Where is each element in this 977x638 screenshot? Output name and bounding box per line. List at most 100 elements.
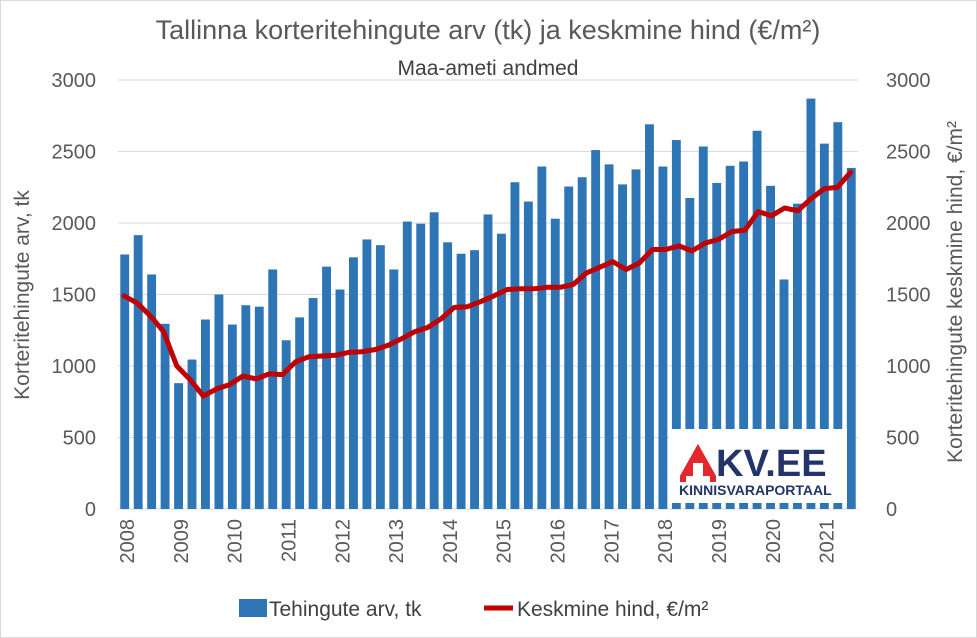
house-icon xyxy=(680,444,716,482)
bar xyxy=(658,166,668,509)
bar xyxy=(591,150,601,509)
bar xyxy=(375,245,385,510)
bar xyxy=(295,317,305,509)
y-axis-right: 0 500 1000 1500 2000 2500 3000 xyxy=(886,70,931,521)
y-tick-left: 3000 xyxy=(52,70,97,92)
legend-bar-swatch xyxy=(239,599,267,617)
bar xyxy=(725,165,735,510)
x-tick-label: 2017 xyxy=(601,519,623,564)
bar xyxy=(214,294,224,509)
bar xyxy=(819,143,829,509)
logo-tagline: KINNISVARAPORTAAL xyxy=(679,482,832,498)
bar xyxy=(187,359,197,509)
bar xyxy=(537,166,547,509)
x-axis: 2008 2009 2010 2011 2012 2013 2014 2015 2016 2017… xyxy=(117,519,839,564)
bar xyxy=(429,212,439,509)
bar xyxy=(443,242,453,509)
y-tick-left: 500 xyxy=(63,428,96,450)
y-tick-left: 0 xyxy=(85,499,96,521)
bar xyxy=(564,186,574,509)
bar xyxy=(846,167,856,509)
bar xyxy=(416,223,426,509)
x-tick-label: 2018 xyxy=(655,519,677,564)
bar xyxy=(174,383,183,509)
bar xyxy=(510,182,520,509)
bar xyxy=(685,197,695,509)
bar xyxy=(712,182,722,509)
x-tick-label: 2015 xyxy=(494,519,516,564)
x-tick-label: 2008 xyxy=(117,519,139,564)
line-series xyxy=(121,169,854,399)
y-axis-left: 0 500 1000 1500 2000 2500 3000 xyxy=(52,70,97,521)
x-tick-label: 2013 xyxy=(386,519,408,564)
y-tick-left: 1500 xyxy=(52,285,97,307)
bar xyxy=(470,250,479,510)
x-tick-label: 2010 xyxy=(225,519,247,564)
bar xyxy=(335,289,345,509)
y-tick-left: 1000 xyxy=(52,356,97,378)
legend: Tehingute arv, tk Keskmine hind, €/m² xyxy=(239,598,708,621)
bar xyxy=(281,340,291,509)
bar xyxy=(806,98,816,509)
bar xyxy=(308,298,318,509)
x-tick-label: 2021 xyxy=(817,519,839,564)
bar xyxy=(389,269,399,509)
y-tick-right: 0 xyxy=(886,499,897,521)
bar xyxy=(523,201,533,510)
bar xyxy=(402,221,412,509)
legend-line-label: Keskmine hind, €/m² xyxy=(517,598,708,621)
bar xyxy=(618,184,627,509)
bar xyxy=(147,274,157,509)
bar xyxy=(268,269,278,509)
x-tick-label: 2011 xyxy=(278,519,300,562)
y-tick-right: 2000 xyxy=(886,213,931,235)
bar xyxy=(604,164,614,509)
x-tick-label: 2012 xyxy=(332,519,354,564)
chart-title: Tallinna korteritehingute arv (tk) ja ke… xyxy=(156,15,821,45)
y-tick-right: 2500 xyxy=(886,142,931,164)
bar xyxy=(322,266,331,509)
x-tick-label: 2016 xyxy=(548,519,570,564)
logo-brand: KV.EE xyxy=(716,443,827,485)
bar xyxy=(133,235,143,509)
bar xyxy=(766,185,775,509)
bar xyxy=(779,279,789,509)
bar xyxy=(645,124,654,509)
y-tick-right: 500 xyxy=(886,428,919,450)
legend-bar-label: Tehingute arv, tk xyxy=(269,598,422,621)
bar-series xyxy=(120,98,856,510)
bar xyxy=(201,319,210,509)
bar xyxy=(698,146,708,509)
y-axis-right-label: Korteritehingute keskmine hind, €/m² xyxy=(944,121,967,463)
bar xyxy=(241,305,251,509)
y-tick-right: 1500 xyxy=(886,285,931,307)
y-axis-left-label: Korteritehingute arv, tk xyxy=(11,190,34,400)
y-tick-right: 3000 xyxy=(886,70,931,92)
bar xyxy=(362,239,372,509)
bar xyxy=(752,130,762,509)
y-tick-left: 2000 xyxy=(52,213,97,235)
bar xyxy=(483,214,493,510)
x-tick-label: 2014 xyxy=(440,519,462,564)
price-line xyxy=(121,169,854,399)
x-tick-label: 2020 xyxy=(763,519,785,564)
y-tick-right: 1000 xyxy=(886,356,931,378)
x-tick-label: 2009 xyxy=(171,519,193,564)
chart-subtitle: Maa-ameti andmed xyxy=(398,57,579,80)
x-tick-label: 2019 xyxy=(709,519,731,564)
bar xyxy=(631,169,641,509)
bar xyxy=(671,140,681,509)
bar xyxy=(833,122,843,509)
bar xyxy=(577,177,587,510)
bar xyxy=(160,323,170,509)
bar xyxy=(550,218,560,509)
bar xyxy=(349,257,358,509)
bar xyxy=(497,233,506,509)
bar xyxy=(120,254,130,509)
bar xyxy=(456,253,466,509)
kv-ee-logo: KV.EE KINNISVARAPORTAAL xyxy=(669,429,847,503)
y-tick-left: 2500 xyxy=(52,142,97,164)
bar xyxy=(227,324,237,509)
bar xyxy=(254,306,264,509)
